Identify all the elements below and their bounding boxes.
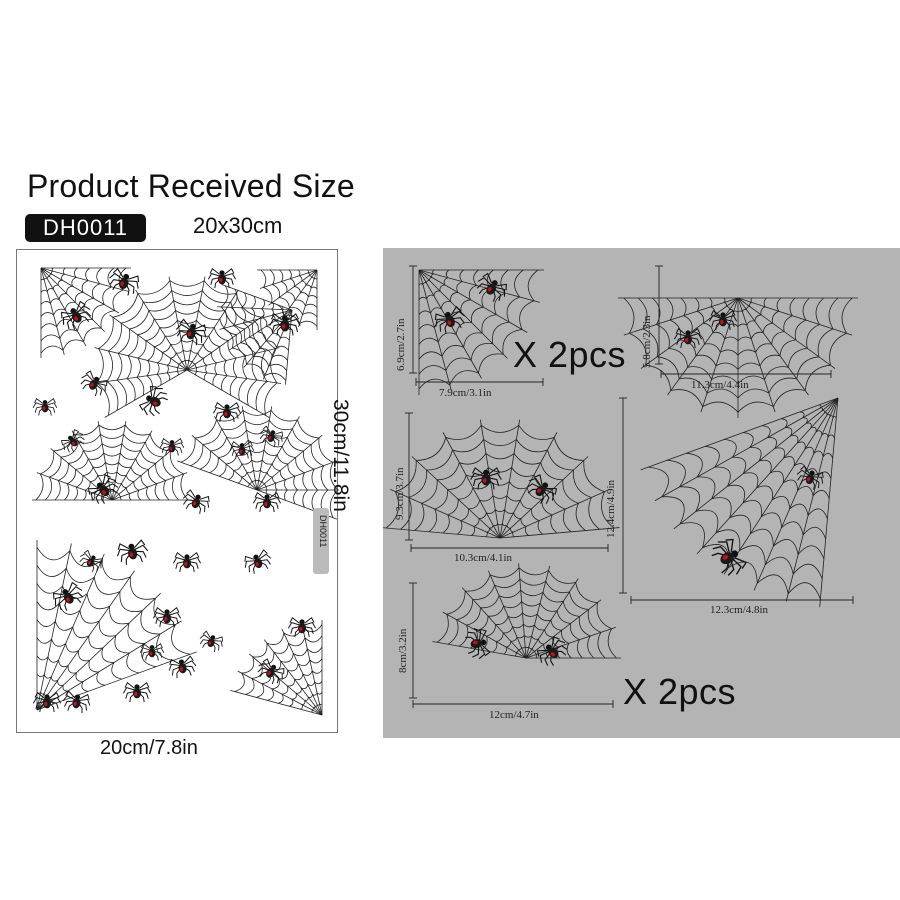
spider-icon (87, 474, 119, 504)
spider-web-icon (257, 269, 318, 330)
piece-4-width: 12.3cm/4.8in (710, 604, 769, 616)
spider-web-icon (230, 620, 323, 716)
spider-icon (708, 310, 738, 331)
pieces-artwork (383, 265, 858, 708)
spider-icon (53, 581, 84, 611)
spider-icon (117, 539, 149, 565)
piece-2-width: 11.3cm/4.4in (691, 379, 749, 391)
piece-5-width: 12cm/4.7in (489, 709, 539, 721)
piece-3-width: 10.3cm/4.1in (454, 552, 513, 564)
spider-icon (138, 386, 168, 417)
spider-icon (79, 549, 103, 573)
piece-3-height: 9.3cm/3.7in (394, 467, 406, 520)
piece-5-height: 8cm/3.2in (397, 628, 409, 673)
spider-web-icon (383, 419, 620, 539)
spider-icon (269, 313, 301, 336)
spider-icon (287, 617, 317, 638)
spider-icon (139, 643, 165, 661)
spider-icon (526, 474, 558, 504)
sheet-code-tag-text: DH0011 (318, 515, 328, 548)
piece-5-quantity: X 2pcs (623, 671, 737, 712)
spider-icon (673, 328, 703, 349)
spider-icon (175, 318, 207, 346)
spider-icon (252, 492, 282, 513)
piece-2-height: 5.8cm/2.3in (641, 315, 653, 368)
spider-icon (172, 552, 202, 573)
spider-icon (61, 300, 92, 330)
spider-icon (465, 628, 491, 660)
page-title: Product Received Size (27, 168, 355, 204)
piece-4-height: 12.4cm/4.9in (605, 479, 617, 538)
sheet-artwork (32, 267, 339, 716)
spider-icon (152, 607, 182, 628)
spider-icon (434, 305, 465, 334)
spider-icon (168, 655, 197, 679)
piece-1-height: 6.9cm/2.7in (395, 318, 407, 371)
spider-icon (32, 692, 62, 713)
product-code-badge: DH0011 (25, 214, 146, 242)
spider-icon (244, 549, 272, 574)
sticker-sheet (16, 249, 339, 733)
spider-icon (212, 402, 242, 423)
spider-icon (470, 467, 502, 490)
spider-icon (199, 630, 224, 653)
spider-icon (122, 682, 152, 703)
piece-1-width: 7.9cm/3.1in (439, 387, 492, 399)
spider-web-icon (618, 297, 858, 418)
pieces-panel: 7.9cm/3.1in 6.9cm/2.7in X 2pcs 11.3cm/4.… (383, 248, 900, 738)
spider-icon (60, 429, 85, 453)
spider-icon (259, 425, 284, 448)
spider-web-icon (217, 283, 293, 385)
spider-icon (207, 268, 237, 289)
sheet-code-tag: DH0011 (313, 508, 329, 574)
spider-icon (257, 658, 285, 685)
spider-icon (62, 690, 91, 714)
sheet-size: 20x30cm (193, 213, 283, 238)
spider-web-icon (36, 540, 197, 711)
spider-web-icon (92, 276, 282, 418)
spider-icon (159, 438, 185, 456)
piece-1-quantity: X 2pcs (513, 334, 627, 375)
sheet-width-label: 20cm/7.8in (100, 737, 198, 759)
spider-web-icon (32, 421, 192, 501)
spider-icon (32, 398, 58, 416)
spider-web-icon (640, 397, 839, 608)
spider-web-icon (176, 406, 339, 520)
spider-web-icon (432, 563, 621, 659)
spider-icon (796, 465, 824, 490)
spider-icon (711, 538, 748, 576)
spider-web-icon (418, 269, 544, 395)
spider-icon (229, 441, 255, 459)
spider-icon (536, 636, 568, 666)
sheet-height-label: 30cm/11.8in (329, 399, 352, 512)
spider-web-icon (40, 267, 131, 358)
spider-icon (80, 370, 108, 397)
spider-icon (182, 489, 210, 514)
spider-icon (476, 272, 507, 302)
spider-icon (109, 267, 140, 296)
